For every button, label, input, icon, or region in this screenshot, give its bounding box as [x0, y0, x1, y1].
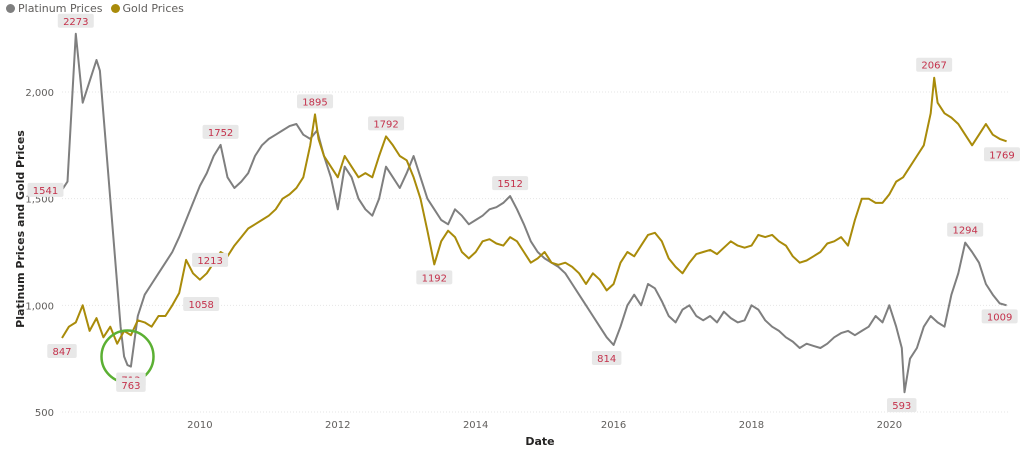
gridlines [62, 91, 1010, 413]
data-label-text: 1058 [188, 300, 213, 311]
data-label: 1294 [947, 222, 984, 237]
data-label-text: 814 [597, 354, 616, 365]
data-label-box [47, 343, 77, 358]
x-axis-ticks: 2010 2012 2014 2016 2018 2020 [187, 420, 902, 431]
data-label: 1213 [192, 252, 229, 267]
data-label-box [947, 222, 984, 237]
data-label-text: 1769 [989, 150, 1014, 161]
data-label-text: 2273 [63, 17, 88, 28]
data-label-text: 1541 [33, 186, 58, 197]
data-label: 1769 [984, 147, 1020, 162]
data-label: 1512 [492, 176, 529, 191]
data-label-box [192, 252, 229, 267]
data-label-text: 1792 [373, 119, 398, 130]
data-label-text: 1752 [208, 128, 233, 139]
data-label-text: 1192 [422, 273, 447, 284]
data-label-text: 1294 [952, 226, 977, 237]
data-label: 1895 [297, 94, 334, 109]
y-tick-label: 500 [35, 408, 54, 419]
x-tick-label: 2018 [739, 420, 764, 431]
y-axis-ticks: 500 1,000 1,500 2,000 [25, 88, 54, 419]
data-label: 1541 [27, 182, 64, 197]
data-label-box [368, 116, 405, 131]
y-tick-label: 1,500 [25, 195, 54, 206]
data-label-text: 763 [121, 381, 140, 392]
y-axis-title: Platinum Prices and Gold Prices [14, 130, 27, 328]
x-tick-label: 2010 [187, 420, 212, 431]
data-label-box [202, 124, 239, 139]
legend-label-platinum: Platinum Prices [18, 2, 103, 15]
legend-item-platinum[interactable]: Platinum Prices [6, 2, 103, 15]
data-label: 2273 [57, 13, 94, 28]
data-label: 1058 [183, 296, 220, 311]
data-label-box [916, 57, 953, 72]
data-label-box [591, 351, 622, 366]
data-label-text: 1213 [197, 256, 222, 267]
x-tick-label: 2020 [877, 420, 902, 431]
data-label-box [984, 147, 1020, 162]
legend-item-gold[interactable]: Gold Prices [110, 2, 184, 15]
data-label-box [492, 176, 529, 191]
data-label-text: 847 [52, 347, 71, 358]
data-label-box [183, 296, 220, 311]
data-label: 593 [887, 398, 917, 413]
x-axis-title: Date [525, 435, 554, 448]
data-label-box [297, 94, 334, 109]
data-label-box [116, 377, 146, 392]
platinum-legend-dot [6, 4, 15, 13]
data-label: 1009 [981, 309, 1018, 324]
data-label-text: 1512 [497, 179, 522, 190]
data-label: 1752 [202, 124, 239, 139]
data-label-text: 2067 [921, 61, 946, 72]
data-label-box [57, 13, 94, 28]
data-label: 1192 [416, 270, 453, 285]
series-lines [61, 32, 1007, 394]
data-label: 814 [591, 351, 622, 366]
data-label: 2067 [916, 57, 953, 72]
gold-legend-dot [110, 4, 120, 13]
data-labels: 2273154117527137638471213105818951792119… [27, 13, 1020, 413]
x-tick-label: 2014 [463, 420, 488, 431]
data-label-box [27, 182, 64, 197]
data-label-text: 1895 [302, 97, 327, 108]
data-label-box [416, 270, 453, 285]
legend-label-gold: Gold Prices [122, 2, 184, 15]
platinum-series-line [61, 32, 1007, 394]
data-label-box [887, 398, 917, 413]
data-label: 847 [47, 343, 77, 358]
data-label-text: 1009 [987, 312, 1012, 323]
legend: Platinum Prices Gold Prices [6, 2, 184, 15]
data-label-text: 593 [892, 401, 911, 412]
data-label: 1792 [368, 116, 405, 131]
x-tick-label: 2012 [325, 420, 350, 431]
y-tick-label: 1,000 [25, 301, 54, 312]
data-label-box [981, 309, 1018, 324]
gold-series-line [61, 76, 1007, 345]
data-label: 763 [116, 377, 146, 392]
x-tick-label: 2016 [601, 420, 626, 431]
y-tick-label: 2,000 [25, 88, 54, 99]
